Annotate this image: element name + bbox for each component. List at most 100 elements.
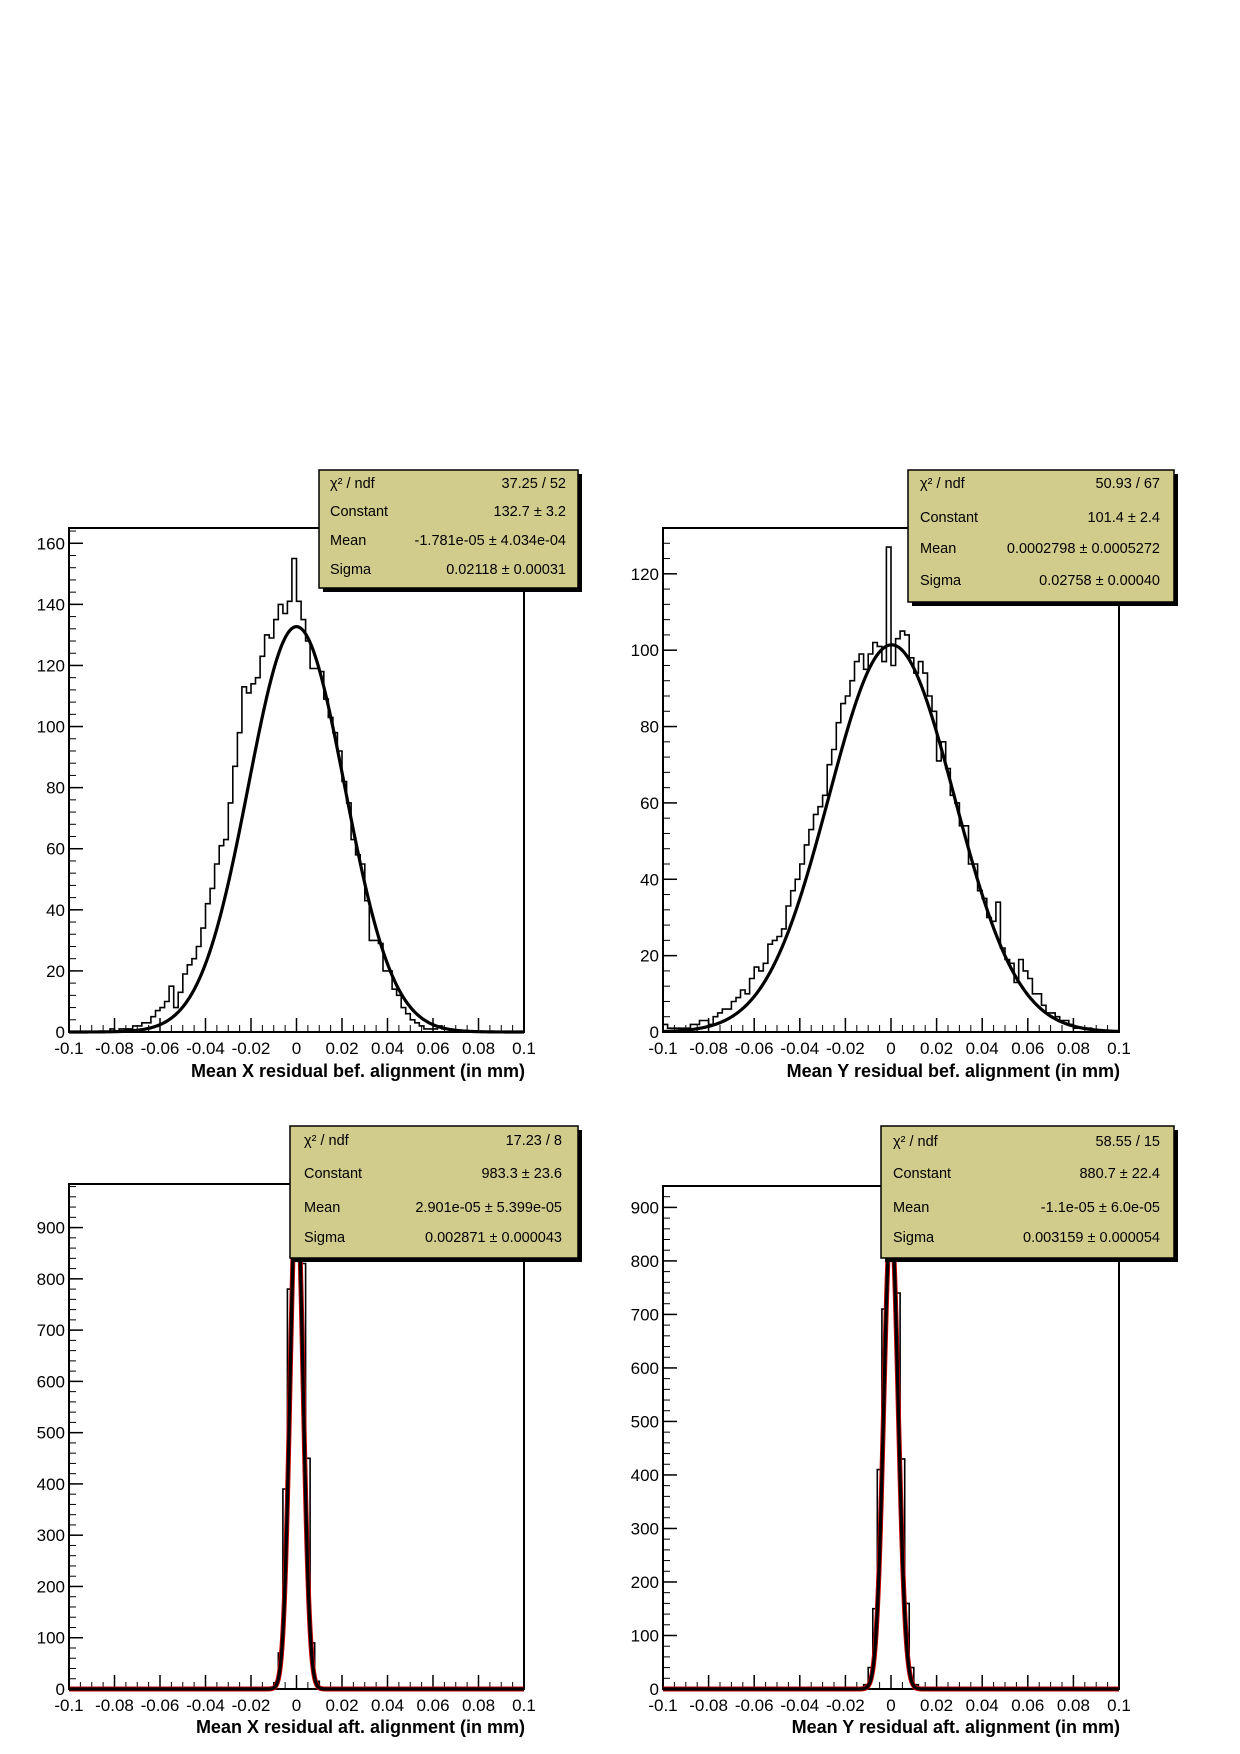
x-tick-label: 0.1: [1107, 1696, 1131, 1715]
x-tick-label: 0.04: [966, 1696, 999, 1715]
chart-panel-2: -0.1 -0.08 -0.06 -0.04 -0.02 0 0.02 0.04 0.06 0.0…: [631, 469, 1178, 1081]
x-tick-label: 0: [886, 1039, 895, 1058]
stat-value: 50.93 / 67: [1096, 476, 1161, 492]
histogram-outline: [858, 1217, 924, 1689]
stat-value: 132.7 ± 3.2: [494, 504, 566, 520]
y-tick-label: 140: [37, 595, 65, 614]
x-axis-title: Mean X residual bef. alignment (in mm): [191, 1061, 525, 1081]
stat-value: 983.3 ± 23.6: [481, 1166, 562, 1182]
x-tick-label: 0.1: [512, 1696, 536, 1715]
x-tick-label: 0.06: [1011, 1696, 1044, 1715]
y-tick-label: 300: [631, 1519, 659, 1538]
x-axis-title: Mean X residual aft. alignment (in mm): [196, 1717, 525, 1737]
y-tick-label: 0: [650, 1680, 659, 1699]
histogram-outline: [69, 557, 524, 1033]
y-tick-label: 100: [37, 718, 65, 737]
stat-label: Constant: [920, 510, 978, 526]
stat-value: 2.901e-05 ± 5.399e-05: [415, 1200, 562, 1216]
stat-value: 0.02118 ± 0.00031: [446, 562, 566, 578]
y-tick-label: 160: [37, 534, 65, 553]
x-tick-label: 0.1: [1107, 1039, 1131, 1058]
gaussian-fit-curve: [69, 625, 524, 1034]
x-tick-label: -0.04: [186, 1696, 225, 1715]
stat-value: 58.55 / 15: [1096, 1134, 1161, 1150]
x-tick-label: 0.08: [1057, 1039, 1090, 1058]
chart-panel-3: -0.1 -0.08 -0.06 -0.04 -0.02 0 0.02 0.04 0.06 0.0…: [37, 1125, 582, 1737]
stat-value: 0.003159 ± 0.000054: [1023, 1230, 1160, 1246]
x-tick-label: -0.08: [95, 1696, 134, 1715]
stat-value: 0.02758 ± 0.00040: [1039, 573, 1160, 589]
y-tick-label: 600: [37, 1372, 65, 1391]
x-tick-label: -0.08: [689, 1039, 728, 1058]
stat-label: χ² / ndf: [330, 476, 376, 492]
x-axis-title: Mean Y residual aft. alignment (in mm): [792, 1717, 1120, 1737]
stat-value: -1.1e-05 ± 6.0e-05: [1041, 1200, 1160, 1216]
x-tick-label: -0.02: [826, 1696, 865, 1715]
y-tick-label: 100: [631, 1626, 659, 1645]
stat-label: Sigma: [893, 1230, 935, 1246]
y-tick-label: 40: [640, 870, 659, 889]
y-tick-label: 40: [46, 901, 65, 920]
stat-label: Mean: [920, 541, 956, 557]
x-tick-label: -0.04: [186, 1039, 225, 1058]
y-tick-label: 500: [631, 1412, 659, 1431]
chart-panel-1: -0.1 -0.08 -0.06 -0.04 -0.02 0 0.02 0.04 0.06 0.0…: [37, 469, 582, 1081]
x-tick-label: -0.06: [141, 1696, 180, 1715]
x-tick-label: 0.04: [371, 1039, 404, 1058]
y-tick-label: 0: [56, 1680, 65, 1699]
x-tick-label: 0: [292, 1039, 301, 1058]
y-tick-label: 0: [56, 1023, 65, 1042]
x-tick-label: 0.06: [416, 1696, 449, 1715]
stat-label: Mean: [893, 1200, 929, 1216]
y-tick-label: 120: [37, 656, 65, 675]
stat-label: Sigma: [304, 1230, 346, 1246]
stat-value: -1.781e-05 ± 4.034e-04: [415, 533, 566, 549]
y-tick-label: 700: [631, 1305, 659, 1324]
y-tick-label: 900: [631, 1198, 659, 1217]
y-tick-label: 80: [46, 779, 65, 798]
y-tick-label: 800: [37, 1270, 65, 1289]
y-tick-label: 600: [631, 1359, 659, 1378]
gaussian-fit-curve: [662, 643, 1120, 1034]
y-tick-label: 120: [631, 565, 659, 584]
x-tick-label: -0.06: [735, 1696, 774, 1715]
stat-label: Constant: [330, 504, 388, 520]
fit-curve-highlight: [663, 1208, 1119, 1692]
x-tick-label: 0.02: [920, 1039, 953, 1058]
x-tick-label: -0.02: [232, 1696, 271, 1715]
x-tick-label: -0.04: [780, 1696, 819, 1715]
x-tick-label: -0.1: [54, 1696, 83, 1715]
y-tick-label: 900: [37, 1219, 65, 1238]
y-tick-label: 400: [37, 1475, 65, 1494]
x-tick-label: 0.1: [512, 1039, 536, 1058]
x-tick-label: -0.02: [232, 1039, 271, 1058]
x-tick-label: -0.06: [735, 1039, 774, 1058]
y-tick-label: 200: [631, 1573, 659, 1592]
chart-panel-4: -0.1 -0.08 -0.06 -0.04 -0.02 0 0.02 0.04 0.06 0.0…: [631, 1125, 1178, 1737]
y-tick-label: 60: [46, 840, 65, 859]
y-tick-label: 0: [650, 1023, 659, 1042]
stat-value: 101.4 ± 2.4: [1088, 510, 1160, 526]
stat-label: χ² / ndf: [304, 1133, 350, 1149]
x-tick-label: 0.04: [966, 1039, 999, 1058]
stat-label: Sigma: [330, 562, 372, 578]
y-tick-label: 20: [46, 962, 65, 981]
x-tick-label: 0.08: [462, 1039, 495, 1058]
x-tick-label: -0.08: [689, 1696, 728, 1715]
stat-value: 0.0002798 ± 0.0005272: [1007, 541, 1160, 557]
stat-label: χ² / ndf: [920, 476, 966, 492]
x-tick-label: 0.02: [325, 1039, 358, 1058]
stat-value: 0.002871 ± 0.000043: [425, 1230, 562, 1246]
stats-box: [318, 469, 579, 589]
x-tick-label: 0.02: [325, 1696, 358, 1715]
x-axis-title: Mean Y residual bef. alignment (in mm): [787, 1061, 1120, 1081]
y-tick-label: 300: [37, 1526, 65, 1545]
y-tick-label: 500: [37, 1424, 65, 1443]
x-tick-label: 0.02: [920, 1696, 953, 1715]
gaussian-fit-curve: [663, 1212, 1119, 1691]
y-tick-label: 100: [631, 641, 659, 660]
x-tick-label: -0.02: [826, 1039, 865, 1058]
x-tick-label: -0.06: [141, 1039, 180, 1058]
y-tick-label: 700: [37, 1321, 65, 1340]
